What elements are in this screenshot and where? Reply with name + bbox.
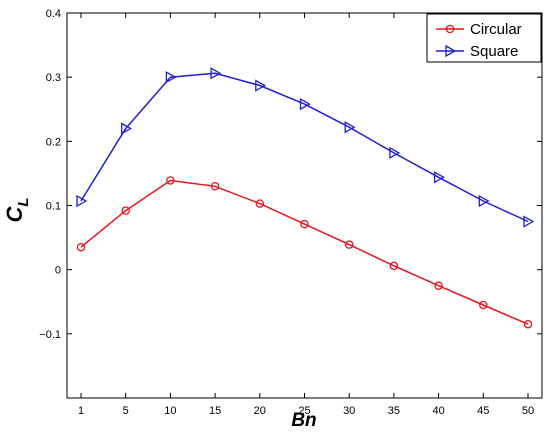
y-tick-label: −0.1 — [39, 329, 61, 341]
x-tick-label: 45 — [477, 405, 489, 417]
point-square — [255, 79, 267, 92]
point-circular — [389, 261, 399, 271]
legend-label-square: Square — [470, 43, 518, 60]
series-line-circular — [80, 179, 529, 325]
y-axis-label-main: C — [2, 206, 27, 223]
point-circular — [344, 240, 354, 249]
x-axis: 1 5 10 15 20 25 30 35 40 45 50 — [78, 13, 534, 417]
series-layer — [76, 67, 535, 329]
point-square — [389, 146, 401, 159]
point-circular — [523, 319, 533, 329]
point-circular — [76, 242, 86, 252]
y-tick-label: 0.3 — [46, 72, 61, 84]
x-tick-label: 50 — [522, 405, 534, 417]
point-square — [433, 171, 445, 184]
x-tick-label: 40 — [432, 405, 444, 417]
y-axis: −0.1 0 0.1 0.2 0.3 0.4 — [39, 8, 542, 341]
y-axis-label-subscript: L — [15, 197, 32, 206]
x-tick-label: 30 — [343, 405, 355, 417]
point-circular — [255, 199, 265, 208]
point-square — [210, 67, 222, 80]
point-circular — [210, 181, 220, 191]
x-tick-label: 35 — [388, 405, 400, 417]
point-square — [478, 194, 490, 208]
x-tick-label: 10 — [164, 405, 176, 417]
x-tick-label: 15 — [209, 405, 221, 417]
y-tick-label: 0 — [55, 265, 61, 277]
point-square — [165, 71, 177, 84]
series-line-square — [80, 72, 529, 223]
point-square — [299, 98, 311, 111]
point-circular — [479, 300, 488, 310]
x-tick-label: 25 — [298, 405, 310, 417]
point-square — [76, 194, 88, 208]
point-square — [523, 215, 535, 228]
plot-area — [66, 12, 543, 399]
y-axis-label: CL — [2, 197, 32, 222]
y-tick-label: 0.1 — [46, 201, 61, 213]
point-circular — [300, 219, 309, 229]
point-circular — [434, 281, 443, 290]
x-tick-label: 5 — [123, 405, 129, 417]
point-circular — [121, 206, 130, 215]
point-circular — [166, 176, 175, 185]
x-axis-label: Bn — [291, 410, 316, 431]
legend-label-circular: Circular — [470, 21, 522, 38]
point-square — [121, 122, 133, 135]
y-tick-label: 0.4 — [46, 8, 61, 20]
x-tick-label: 20 — [254, 405, 266, 417]
legend-marker-circular — [445, 24, 455, 34]
point-square — [344, 121, 356, 134]
legend: Circular Square — [426, 13, 542, 63]
legend-marker-square — [445, 44, 457, 58]
y-tick-label: 0.2 — [46, 136, 61, 148]
x-tick-label: 1 — [78, 405, 84, 417]
